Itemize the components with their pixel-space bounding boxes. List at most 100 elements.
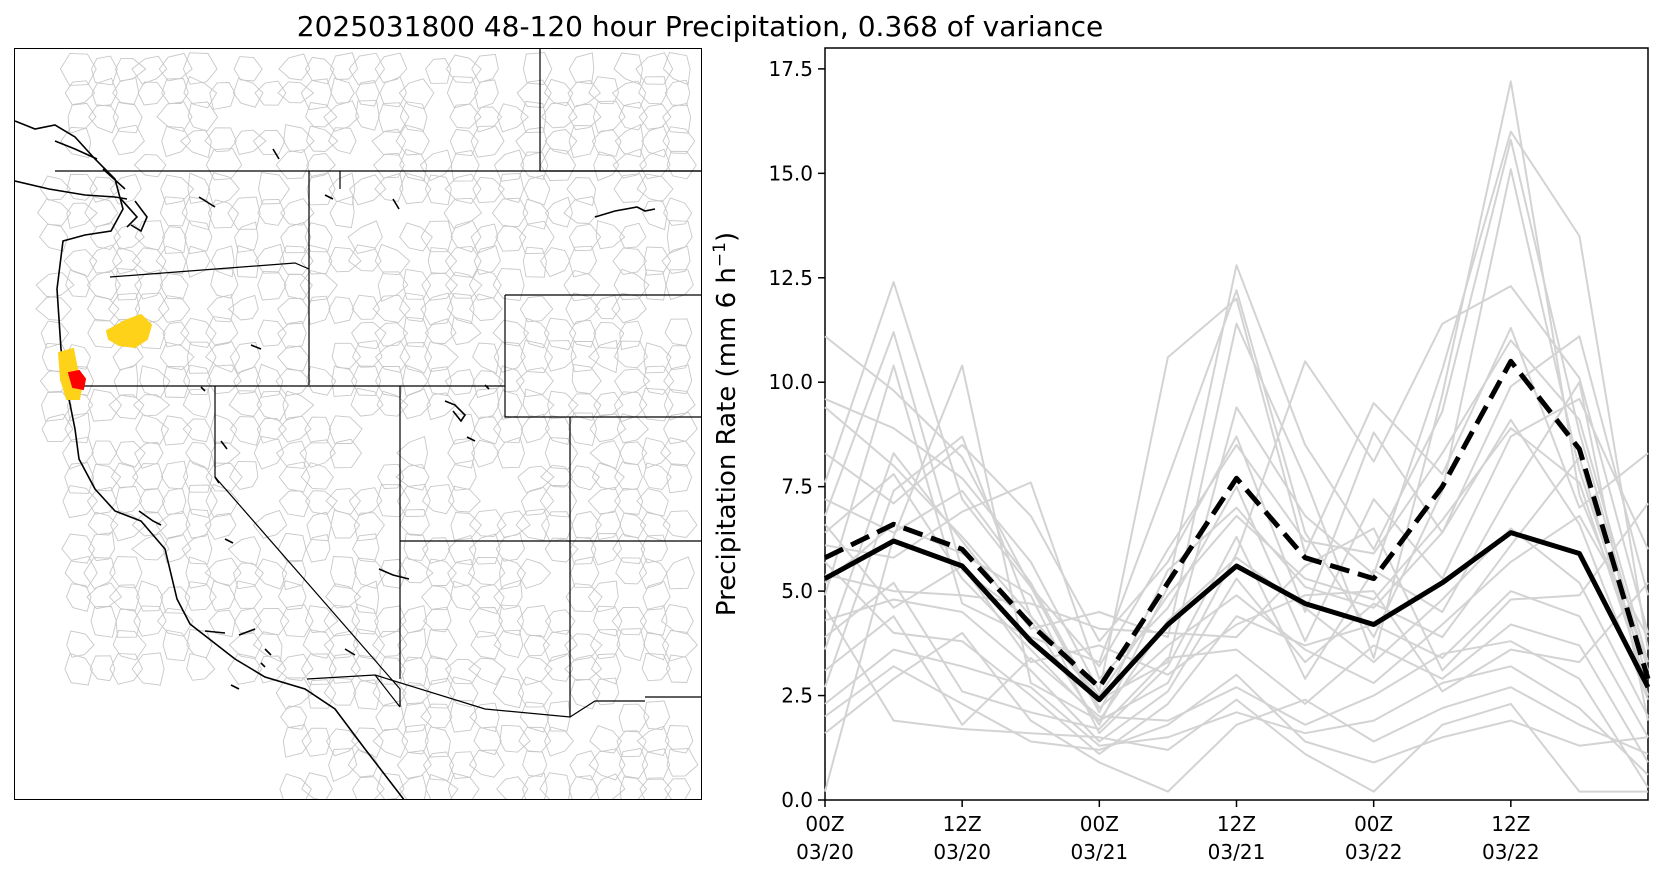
basin-cell [495, 224, 527, 252]
basin-cell [523, 317, 550, 349]
basin-cell [277, 415, 312, 443]
basin-cell [616, 730, 647, 758]
basin-cell [564, 633, 603, 661]
basin-cell [278, 490, 311, 518]
basin-cell [61, 533, 96, 564]
basin-cell [497, 103, 529, 133]
x-tick-label-time: 00Z [1080, 812, 1119, 836]
basin-cell [450, 219, 482, 253]
basin-cell [426, 628, 458, 661]
x-tick-label-time: 00Z [1354, 812, 1393, 836]
basin-cell [162, 366, 191, 398]
basin-cell [660, 603, 694, 635]
basin-cell [254, 80, 287, 106]
basin-cell [160, 174, 195, 205]
basin-cell [516, 656, 553, 686]
basin-cell [595, 773, 626, 799]
basin-cell [91, 463, 122, 492]
basin-cell [207, 172, 240, 207]
basin-cell [618, 222, 647, 249]
basin-cell [134, 269, 163, 300]
basin-cell [279, 245, 314, 275]
ensemble-line-21 [824, 489, 1649, 710]
basin-cell [471, 584, 505, 615]
basin-cell [185, 508, 212, 539]
basin-cell [277, 81, 315, 104]
basin-cell [86, 486, 117, 515]
basin-cell [187, 484, 218, 519]
basin-cell [187, 101, 219, 132]
basin-cell [159, 341, 195, 371]
basin-cell [252, 607, 290, 636]
basin-cell [347, 749, 379, 778]
basin-cell [352, 776, 385, 799]
basin-cell [662, 510, 698, 538]
basin-cell [399, 222, 433, 252]
basin-cell [588, 76, 620, 105]
basin-cell [306, 125, 339, 152]
basin-cell [256, 390, 289, 422]
basin-cell [666, 150, 697, 180]
ensemble-line-2 [824, 281, 1649, 714]
basin-cell [160, 415, 193, 446]
basin-cell [208, 609, 236, 638]
basin-cell [568, 319, 597, 348]
basin-cell [497, 389, 523, 420]
basin-cell [450, 512, 483, 541]
ensemble-line-0 [824, 335, 1649, 668]
basin-cell [331, 365, 358, 397]
basin-cell [204, 513, 237, 540]
basin-cell [664, 79, 691, 107]
basin-cell [519, 701, 550, 733]
basin-cell [39, 175, 72, 201]
basin-cell [60, 126, 92, 159]
basin-cell [323, 100, 360, 132]
basin-cell [589, 628, 621, 660]
y-tick-label: 2.5 [781, 684, 813, 708]
basin-cell [37, 198, 72, 226]
basin-cell [565, 292, 600, 326]
basin-cell [424, 655, 452, 686]
basin-cell [663, 388, 696, 421]
basin-cell [449, 128, 479, 157]
basin-cell [229, 460, 259, 491]
basin-cell [204, 557, 242, 586]
basin-cell [399, 172, 432, 205]
basin-cell [351, 321, 387, 350]
basin-cell [374, 340, 411, 373]
basin-cell [112, 77, 140, 106]
basin-cell [135, 414, 170, 445]
ensemble-members [824, 80, 1649, 793]
basin-cell [348, 174, 387, 206]
basin-cell [162, 321, 190, 348]
basin-cell [443, 197, 483, 230]
basin-cell [639, 777, 672, 799]
basin-cell [159, 273, 189, 300]
basin-cell [569, 750, 599, 781]
ensemble-line-23 [824, 523, 1649, 693]
basin-cell [302, 629, 335, 659]
x-tick-label-time: 00Z [805, 812, 844, 836]
x-tick-label-date: 03/22 [1345, 840, 1403, 864]
basin-cell [523, 174, 551, 206]
basin-cell [377, 463, 405, 489]
basin-cell [307, 679, 337, 709]
basin-cell [209, 82, 236, 110]
basin-cell [474, 79, 499, 109]
basin-cell [373, 152, 405, 179]
basin-cell [612, 533, 646, 565]
basin-cell [157, 295, 191, 323]
basin-cell [379, 657, 406, 685]
basin-cell [615, 557, 648, 585]
basin-cell [182, 388, 211, 418]
basin-cell [305, 101, 338, 128]
x-tick-label-time: 12Z [1217, 812, 1256, 836]
basin-cell [614, 487, 644, 515]
basin-cell [328, 246, 362, 273]
basin-cell [473, 106, 503, 133]
x-tick-label-date: 03/20 [796, 840, 854, 864]
basin-cell [354, 557, 387, 589]
y-axis-title: Precipitation Rate (mm 6 h−1) [710, 232, 742, 616]
ensemble-line-15 [824, 615, 1649, 789]
basin-cell [423, 606, 452, 633]
